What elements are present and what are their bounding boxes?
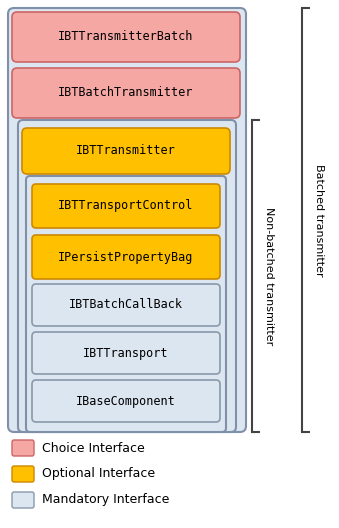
- Text: Optional Interface: Optional Interface: [42, 467, 155, 480]
- FancyBboxPatch shape: [12, 492, 34, 508]
- FancyBboxPatch shape: [32, 380, 220, 422]
- Text: IBTTransport: IBTTransport: [83, 346, 169, 360]
- FancyBboxPatch shape: [26, 176, 226, 432]
- FancyBboxPatch shape: [32, 332, 220, 374]
- Text: IBTTransmitterBatch: IBTTransmitterBatch: [58, 31, 194, 43]
- FancyBboxPatch shape: [12, 440, 34, 456]
- FancyBboxPatch shape: [32, 184, 220, 228]
- Text: Mandatory Interface: Mandatory Interface: [42, 494, 170, 506]
- Text: Choice Interface: Choice Interface: [42, 441, 145, 455]
- FancyBboxPatch shape: [8, 8, 246, 432]
- FancyBboxPatch shape: [32, 284, 220, 326]
- Text: IBTTransmitter: IBTTransmitter: [76, 145, 176, 157]
- Text: IBaseComponent: IBaseComponent: [76, 394, 176, 408]
- FancyBboxPatch shape: [12, 68, 240, 118]
- Text: IBTBatchCallBack: IBTBatchCallBack: [69, 298, 183, 312]
- Text: IBTTransportControl: IBTTransportControl: [58, 200, 194, 212]
- FancyBboxPatch shape: [18, 120, 236, 432]
- FancyBboxPatch shape: [32, 235, 220, 279]
- FancyBboxPatch shape: [22, 128, 230, 174]
- Text: IBTBatchTransmitter: IBTBatchTransmitter: [58, 87, 194, 99]
- Text: Non-batched transmitter: Non-batched transmitter: [264, 207, 274, 345]
- FancyBboxPatch shape: [12, 466, 34, 482]
- FancyBboxPatch shape: [12, 12, 240, 62]
- Text: IPersistPropertyBag: IPersistPropertyBag: [58, 250, 194, 263]
- Text: Batched transmitter: Batched transmitter: [314, 164, 324, 276]
